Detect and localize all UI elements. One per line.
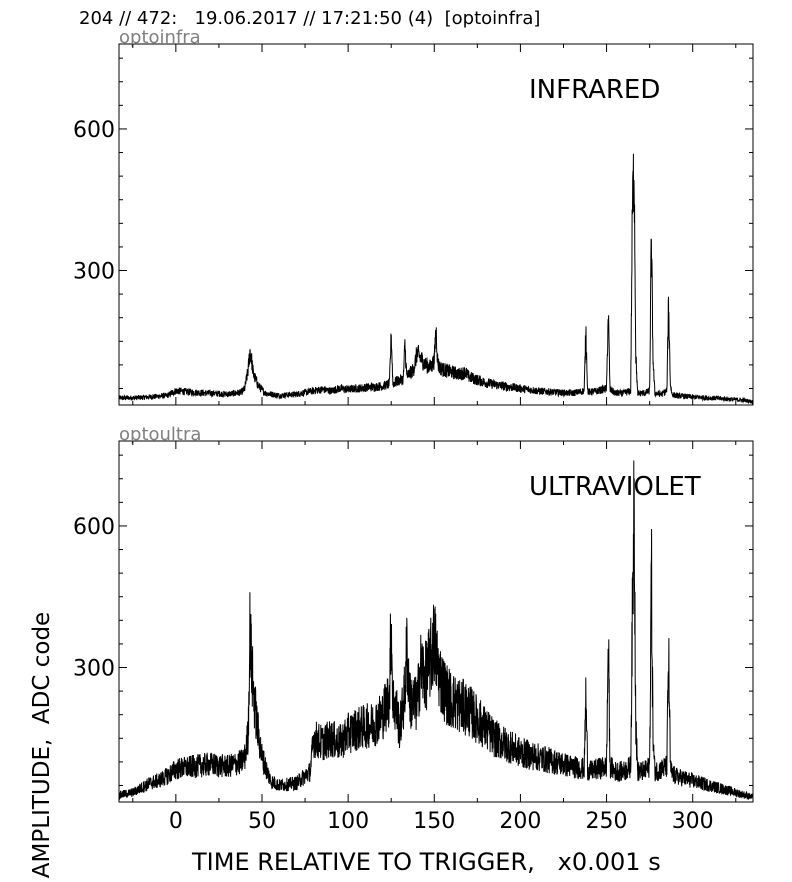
x-tick-label: 50 — [248, 809, 276, 834]
y-tick-label: 300 — [73, 657, 115, 682]
series-line — [118, 460, 754, 801]
series-line — [118, 153, 754, 406]
plot-frame — [118, 440, 754, 803]
x-tick-label: 150 — [413, 809, 455, 834]
y-tick-label: 300 — [73, 260, 115, 285]
channel-label: optoultra — [119, 424, 201, 445]
x-axis-label: TIME RELATIVE TO TRIGGER, x0.001 s — [192, 848, 661, 876]
x-tick-label: 100 — [327, 809, 369, 834]
y-tick-label: 600 — [73, 118, 115, 143]
channel-label: optoinfra — [119, 27, 201, 48]
x-tick-label: 300 — [672, 809, 714, 834]
figure-header: 204 // 472: 19.06.2017 // 17:21:50 (4) [… — [79, 8, 541, 29]
plot-frame — [118, 43, 754, 406]
panel-title: ULTRAVIOLET — [529, 472, 701, 502]
y-axis-label: AMPLITUDE, ADC code — [29, 611, 55, 879]
x-tick-label: 200 — [499, 809, 541, 834]
x-tick-label: 250 — [586, 809, 628, 834]
panel-title: INFRARED — [529, 75, 660, 105]
x-tick-label: 0 — [169, 809, 183, 834]
y-tick-label: 600 — [73, 515, 115, 540]
